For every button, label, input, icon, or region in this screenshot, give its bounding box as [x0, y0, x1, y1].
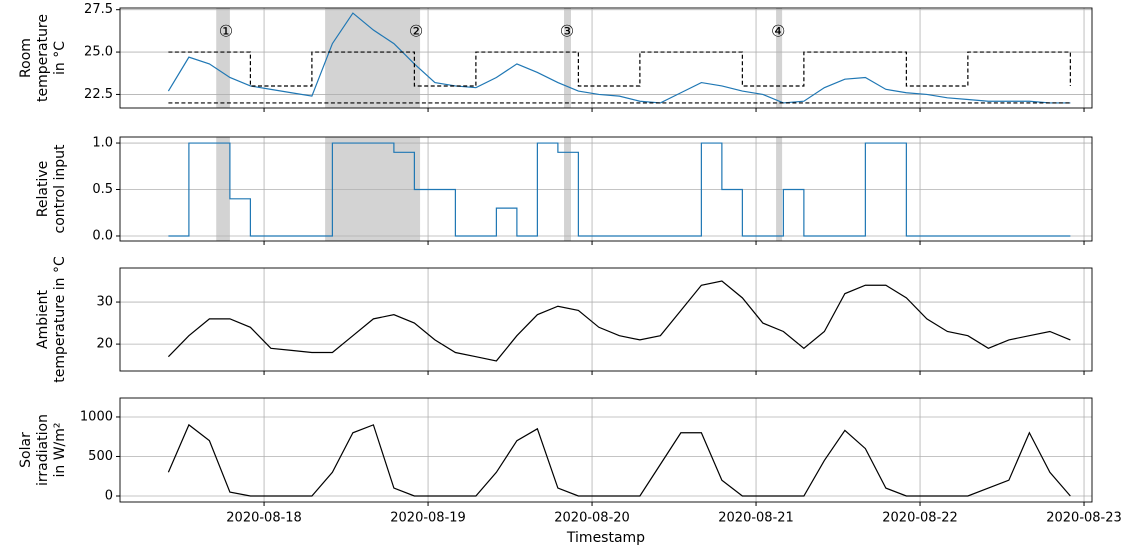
highlight-span [216, 8, 230, 108]
x-tick-label: 2020-08-20 [554, 511, 630, 526]
x-tick-label: 2020-08-19 [390, 511, 466, 526]
highlight-span [216, 137, 230, 241]
y-tick-label: 1000 [80, 409, 113, 424]
x-tick-label: 2020-08-18 [226, 511, 302, 526]
highlight-span [564, 8, 571, 108]
y-axis-label: Solar [18, 432, 34, 468]
y-axis-label: in W/m² [52, 422, 68, 477]
span-label: ③ [560, 22, 574, 41]
highlight-span [325, 8, 421, 108]
y-axis-label: in °C [52, 41, 68, 75]
plot-frame [119, 397, 1093, 503]
y-tick-label: 27.5 [84, 2, 113, 17]
y-axis-label: Relative [35, 161, 51, 217]
span-label: ② [409, 22, 423, 41]
data-line [168, 142, 1071, 237]
data-line [167, 12, 1071, 104]
span-label: ④ [771, 22, 785, 41]
x-tick-label: 2020-08-23 [1046, 511, 1122, 526]
y-tick-label: 30 [96, 295, 113, 310]
y-tick-label: 20 [96, 337, 113, 352]
x-tick-label: 2020-08-22 [882, 511, 958, 526]
highlight-span [564, 137, 571, 241]
plot-frame [119, 267, 1093, 372]
data-line [167, 280, 1071, 362]
x-axis-label: Timestamp [566, 530, 645, 546]
y-tick-label: 0.0 [92, 228, 113, 243]
y-tick-label: 0.5 [92, 182, 113, 197]
span-label: ① [219, 22, 233, 41]
y-axis-label: Room [18, 38, 34, 78]
highlight-span [776, 8, 783, 108]
y-tick-label: 1.0 [92, 136, 113, 151]
y-axis-label: temperature [35, 14, 51, 102]
y-tick-label: 0 [105, 488, 113, 503]
y-tick-label: 22.5 [84, 87, 113, 102]
data-line [167, 423, 1071, 497]
data-line [168, 51, 1071, 87]
x-tick-label: 2020-08-21 [718, 511, 794, 526]
y-axis-label: irradiation [35, 414, 51, 486]
plot-frame [119, 7, 1093, 109]
y-axis-label: Ambient [35, 290, 51, 349]
highlight-span [776, 137, 783, 241]
plot-frame [119, 136, 1093, 242]
y-tick-label: 25.0 [84, 45, 113, 60]
y-tick-label: 500 [88, 449, 113, 464]
y-axis-label: temperature in °C [52, 256, 68, 383]
y-axis-label: control input [52, 144, 68, 234]
highlight-span [325, 137, 421, 241]
